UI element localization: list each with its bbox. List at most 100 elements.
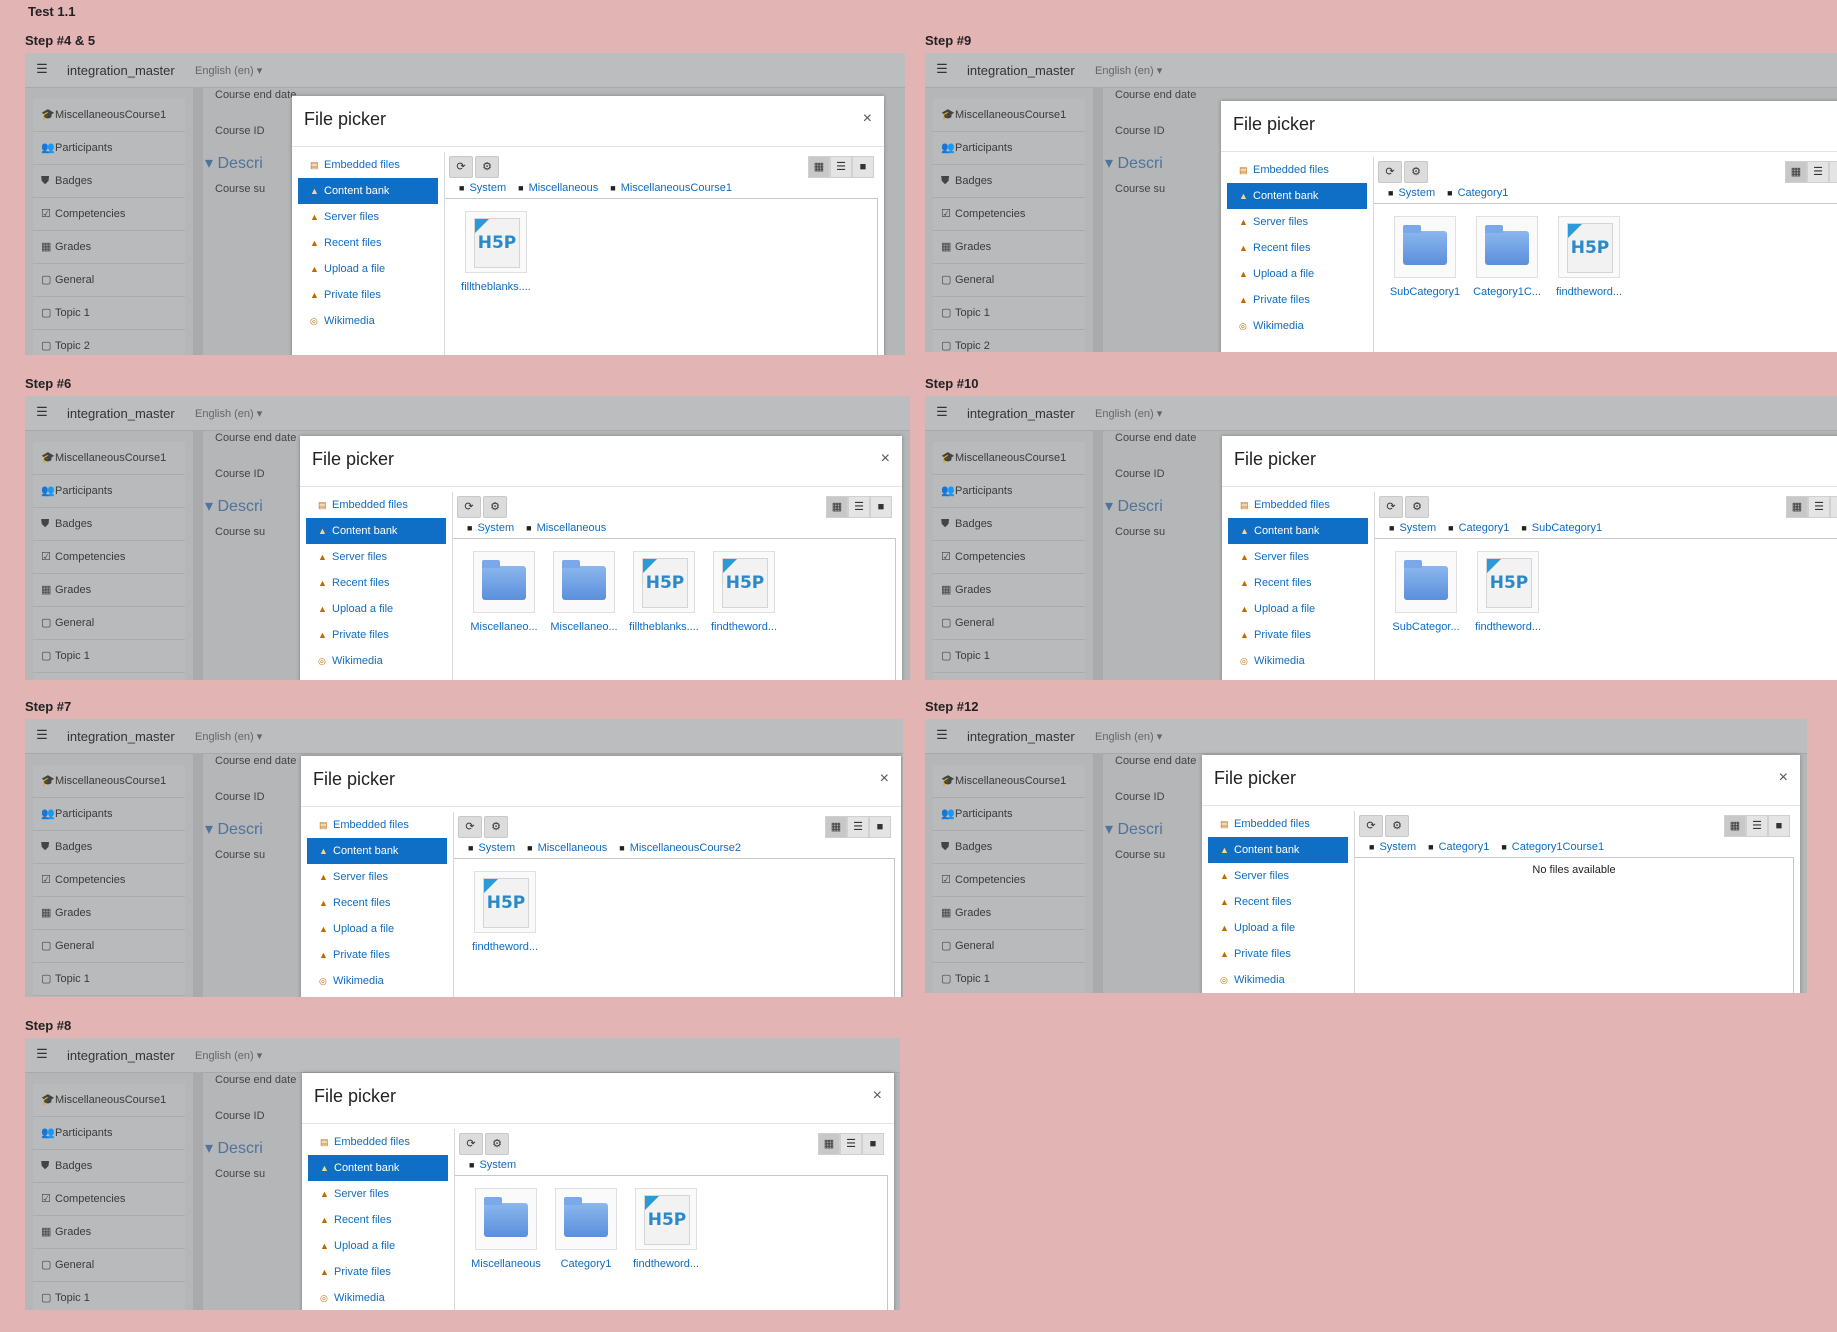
language-menu[interactable]: English (en) ▾ — [195, 731, 263, 743]
site-name[interactable]: integration_master — [67, 1048, 175, 1063]
drawer-scrollbar[interactable] — [193, 1072, 203, 1310]
grid-view-icon[interactable]: ▦ — [818, 1133, 840, 1155]
tree-view-icon[interactable]: ■ — [1768, 815, 1790, 837]
file-item[interactable]: H5P findtheword... — [621, 1188, 711, 1270]
file-item[interactable]: Category1C... — [1462, 216, 1552, 298]
close-icon[interactable]: × — [872, 1087, 882, 1104]
repository-item[interactable]: ▤ Embedded files — [1208, 811, 1348, 837]
repository-item[interactable]: ▲ Private files — [307, 942, 447, 968]
repository-item[interactable]: ▲ Recent files — [1227, 235, 1367, 261]
nav-item[interactable]: ▢Topic 2 — [33, 673, 185, 680]
gear-icon[interactable]: ⚙ — [485, 1133, 509, 1155]
repository-item[interactable]: ▲ Server files — [306, 544, 446, 570]
file-item[interactable]: H5P filltheblanks.... — [619, 551, 709, 633]
close-icon[interactable]: × — [880, 450, 890, 467]
repository-item[interactable]: ◎ Wikimedia — [298, 308, 438, 334]
language-menu[interactable]: English (en) ▾ — [1095, 408, 1163, 420]
language-menu[interactable]: English (en) ▾ — [195, 65, 263, 77]
breadcrumb-item[interactable]: ■ Miscellaneous — [527, 842, 607, 854]
nav-item[interactable]: ▢ General — [33, 930, 185, 963]
nav-item[interactable]: ▢ Topic 1 — [33, 1282, 185, 1310]
repository-item[interactable]: ▲ Upload a file — [1208, 915, 1348, 941]
nav-item[interactable]: ⛊ Badges — [933, 831, 1085, 864]
nav-item[interactable]: ▦ Grades — [933, 231, 1085, 264]
breadcrumb-item[interactable]: ■ System — [468, 842, 515, 854]
repository-item[interactable]: ▤ Embedded files — [306, 492, 446, 518]
repository-item[interactable]: ▲ Server files — [1228, 544, 1368, 570]
refresh-icon[interactable]: ⟳ — [449, 156, 473, 178]
file-item[interactable]: SubCategor... — [1381, 551, 1471, 633]
tree-view-icon[interactable]: ■ — [869, 816, 891, 838]
nav-item[interactable]: ▦ Grades — [33, 574, 185, 607]
nav-item[interactable]: ▢ Topic 1 — [33, 963, 185, 996]
site-name[interactable]: integration_master — [67, 63, 175, 78]
file-item[interactable]: Miscellaneo... — [539, 551, 629, 633]
nav-item[interactable]: ▢Topic 2 — [33, 330, 185, 355]
nav-item[interactable]: ▦ Grades — [33, 897, 185, 930]
nav-item[interactable]: ▢ Topic 1 — [933, 963, 1085, 993]
nav-item[interactable]: ☑ Competencies — [33, 198, 185, 231]
file-item[interactable]: Category1 — [541, 1188, 631, 1270]
breadcrumb-item[interactable]: ■ MiscellaneousCourse1 — [610, 182, 732, 194]
hamburger-icon[interactable]: ☰ — [936, 404, 948, 419]
nav-item[interactable]: ▢Topic 2 — [33, 996, 185, 997]
file-item[interactable]: SubCategory1 — [1380, 216, 1470, 298]
grid-view-icon[interactable]: ▦ — [1786, 496, 1808, 518]
repository-item[interactable]: ▤ Embedded files — [1227, 157, 1367, 183]
close-icon[interactable]: × — [879, 770, 889, 787]
hamburger-icon[interactable]: ☰ — [36, 404, 48, 419]
breadcrumb-item[interactable]: ■ System — [459, 182, 506, 194]
repository-item[interactable]: ▲ Upload a file — [1228, 596, 1368, 622]
gear-icon[interactable]: ⚙ — [483, 496, 507, 518]
repository-item[interactable]: ◎ Wikimedia — [308, 1285, 448, 1310]
grid-view-icon[interactable]: ▦ — [825, 816, 847, 838]
nav-item[interactable]: ▢Topic 2 — [933, 673, 1085, 680]
breadcrumb-item[interactable]: ■ Miscellaneous — [518, 182, 598, 194]
tree-view-icon[interactable]: ■ — [862, 1133, 884, 1155]
repository-item[interactable]: ▲ Server files — [1208, 863, 1348, 889]
repository-item[interactable]: ▲ Recent files — [298, 230, 438, 256]
repository-item[interactable]: ▲ Private files — [1208, 941, 1348, 967]
breadcrumb-item[interactable]: ■ Category1 — [1448, 522, 1509, 534]
file-item[interactable]: H5P findtheword... — [1544, 216, 1634, 298]
nav-item[interactable]: ⛊ Badges — [33, 831, 185, 864]
nav-item[interactable]: ☑ Competencies — [33, 541, 185, 574]
nav-item[interactable]: ▦ Grades — [933, 897, 1085, 930]
site-name[interactable]: integration_master — [67, 729, 175, 744]
nav-item[interactable]: ☑ Competencies — [933, 198, 1085, 231]
nav-item[interactable]: 👥Participants — [933, 475, 1085, 508]
site-name[interactable]: integration_master — [967, 729, 1075, 744]
list-view-icon[interactable]: ☰ — [847, 816, 869, 838]
list-view-icon[interactable]: ☰ — [1746, 815, 1768, 837]
file-item[interactable]: H5P findtheword... — [460, 871, 550, 953]
repository-item[interactable]: ▲ Server files — [307, 864, 447, 890]
nav-item[interactable]: ▦ Grades — [933, 574, 1085, 607]
repository-item[interactable]: ▲ Upload a file — [298, 256, 438, 282]
repository-item[interactable]: ▲ Server files — [298, 204, 438, 230]
repository-item[interactable]: ◎ Wikimedia — [307, 968, 447, 994]
tree-view-icon[interactable]: ■ — [852, 156, 874, 178]
breadcrumb-item[interactable]: ■ System — [1389, 522, 1436, 534]
drawer-scrollbar[interactable] — [193, 753, 203, 997]
breadcrumb-item[interactable]: ■ SubCategory1 — [1521, 522, 1602, 534]
breadcrumb-item[interactable]: ■ System — [1388, 187, 1435, 199]
language-menu[interactable]: English (en) ▾ — [195, 408, 263, 420]
hamburger-icon[interactable]: ☰ — [936, 727, 948, 742]
hamburger-icon[interactable]: ☰ — [36, 727, 48, 742]
refresh-icon[interactable]: ⟳ — [458, 816, 482, 838]
nav-item[interactable]: 👥Participants — [33, 1117, 185, 1150]
file-item[interactable]: H5P filltheblanks.... — [451, 211, 541, 293]
repository-item[interactable]: ▲ Private files — [1227, 287, 1367, 313]
drawer-scrollbar[interactable] — [1093, 753, 1103, 993]
nav-item[interactable]: 👥Participants — [933, 798, 1085, 831]
nav-item[interactable]: 👥Participants — [33, 475, 185, 508]
close-icon[interactable]: × — [1778, 769, 1788, 786]
grid-view-icon[interactable]: ▦ — [1724, 815, 1746, 837]
hamburger-icon[interactable]: ☰ — [36, 61, 48, 76]
breadcrumb-item[interactable]: ■ Miscellaneous — [526, 522, 606, 534]
repository-item[interactable]: ▲ Content bank — [1227, 183, 1367, 209]
nav-item[interactable]: ▢ Topic 1 — [933, 297, 1085, 330]
nav-item[interactable]: 🎓MiscellaneousCourse1 — [33, 99, 185, 132]
grid-view-icon[interactable]: ▦ — [826, 496, 848, 518]
nav-item[interactable]: ▢ Topic 1 — [33, 297, 185, 330]
